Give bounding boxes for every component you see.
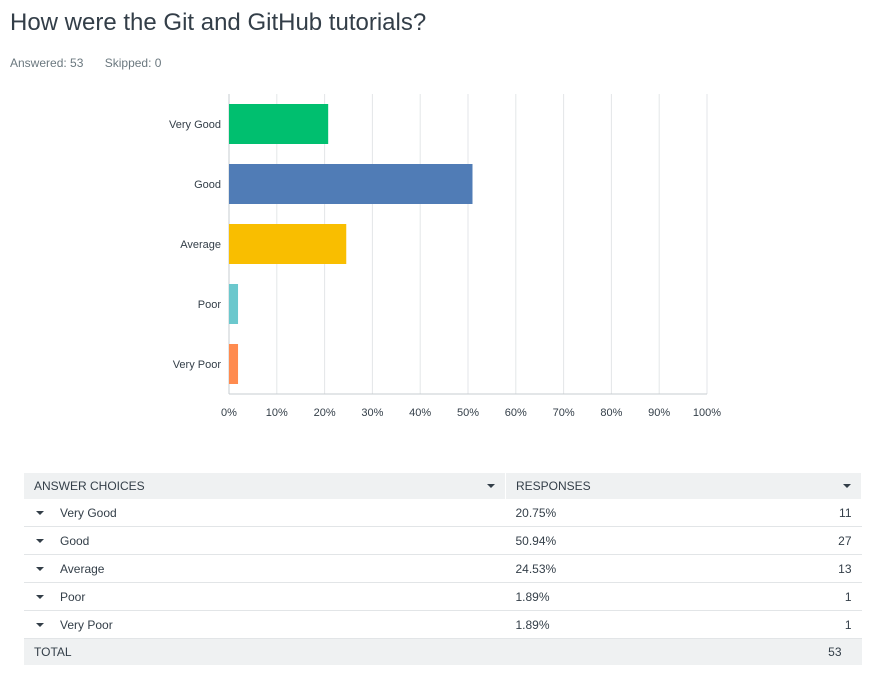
response-count: 1 <box>713 582 862 611</box>
answer-choice-cell[interactable]: Good <box>24 526 506 555</box>
sort-caret-icon[interactable] <box>487 484 495 488</box>
response-percent: 24.53% <box>505 554 714 583</box>
total-row: TOTAL 53 <box>24 638 862 665</box>
answer-choice-cell[interactable]: Average <box>24 554 506 583</box>
response-percent: 20.75% <box>505 499 714 527</box>
category-label: Very Poor <box>173 359 222 371</box>
x-tick-label: 20% <box>314 407 336 419</box>
table-row: Good 50.94% 27 <box>24 526 862 555</box>
x-tick-label: 10% <box>266 407 288 419</box>
table-row: Very Poor 1.89% 1 <box>24 610 862 639</box>
x-tick-label: 100% <box>693 407 721 419</box>
bar <box>229 344 239 384</box>
expand-caret-icon[interactable] <box>36 595 44 600</box>
answer-choices-header[interactable]: ANSWER CHOICES <box>24 473 506 499</box>
x-tick-label: 40% <box>409 407 431 419</box>
answer-choice-label: Average <box>60 561 105 576</box>
table-row: Poor 1.89% 1 <box>24 582 862 611</box>
responses-header-label: RESPONSES <box>516 479 591 493</box>
response-count: 1 <box>713 610 862 639</box>
expand-caret-icon[interactable] <box>36 567 44 572</box>
answer-choice-label: Poor <box>60 589 86 604</box>
response-percent: 50.94% <box>505 526 714 555</box>
x-tick-label: 50% <box>457 407 479 419</box>
x-tick-label: 80% <box>600 407 622 419</box>
response-count: 27 <box>713 526 862 555</box>
response-stats: Answered: 53 Skipped: 0 <box>10 56 179 70</box>
skipped-count: Skipped: 0 <box>104 56 162 70</box>
answer-choice-label: Very Poor <box>60 617 113 632</box>
answer-choice-cell[interactable]: Very Good <box>24 499 506 527</box>
total-count: 53 <box>713 638 862 665</box>
question-title: How were the Git and GitHub tutorials? <box>10 9 427 36</box>
category-label: Good <box>194 179 221 191</box>
answer-choice-cell[interactable]: Poor <box>24 582 506 611</box>
answer-choice-cell[interactable]: Very Poor <box>24 610 506 639</box>
category-label: Poor <box>198 299 222 311</box>
answered-count: Answered: 53 <box>10 56 84 70</box>
category-label: Very Good <box>169 119 221 131</box>
response-percent: 1.89% <box>505 610 714 639</box>
response-count: 11 <box>713 499 862 527</box>
table-row: Very Good 20.75% 11 <box>24 499 862 527</box>
total-spacer <box>505 638 714 665</box>
answer-choice-label: Good <box>60 533 90 548</box>
expand-caret-icon[interactable] <box>36 539 44 544</box>
x-tick-label: 0% <box>221 407 237 419</box>
sort-caret-icon[interactable] <box>843 484 851 488</box>
category-label: Average <box>180 239 221 251</box>
x-tick-label: 90% <box>648 407 670 419</box>
bar-chart: 0% 10% 20% 30% 40% 50% 60% 70% 80% 90% 100% Very Go… <box>0 80 878 430</box>
x-tick-label: 70% <box>553 407 575 419</box>
responses-table: ANSWER CHOICES RESPONSES Very Good 20.75… <box>24 473 862 665</box>
expand-caret-icon[interactable] <box>36 511 44 516</box>
x-tick-label: 60% <box>505 407 527 419</box>
table-row: Average 24.53% 13 <box>24 554 862 583</box>
bar <box>229 224 347 264</box>
total-label: TOTAL <box>24 638 506 665</box>
responses-header[interactable]: RESPONSES <box>505 473 862 499</box>
x-tick-label: 30% <box>361 407 383 419</box>
bar <box>229 104 329 144</box>
bar <box>229 164 473 204</box>
answer-choice-label: Very Good <box>60 505 117 520</box>
bar <box>229 284 239 324</box>
response-percent: 1.89% <box>505 582 714 611</box>
expand-caret-icon[interactable] <box>36 623 44 628</box>
bar-chart-svg: 0% 10% 20% 30% 40% 50% 60% 70% 80% 90% 100% Very Go… <box>169 94 721 419</box>
response-count: 13 <box>713 554 862 583</box>
answer-choices-header-label: ANSWER CHOICES <box>34 479 145 493</box>
